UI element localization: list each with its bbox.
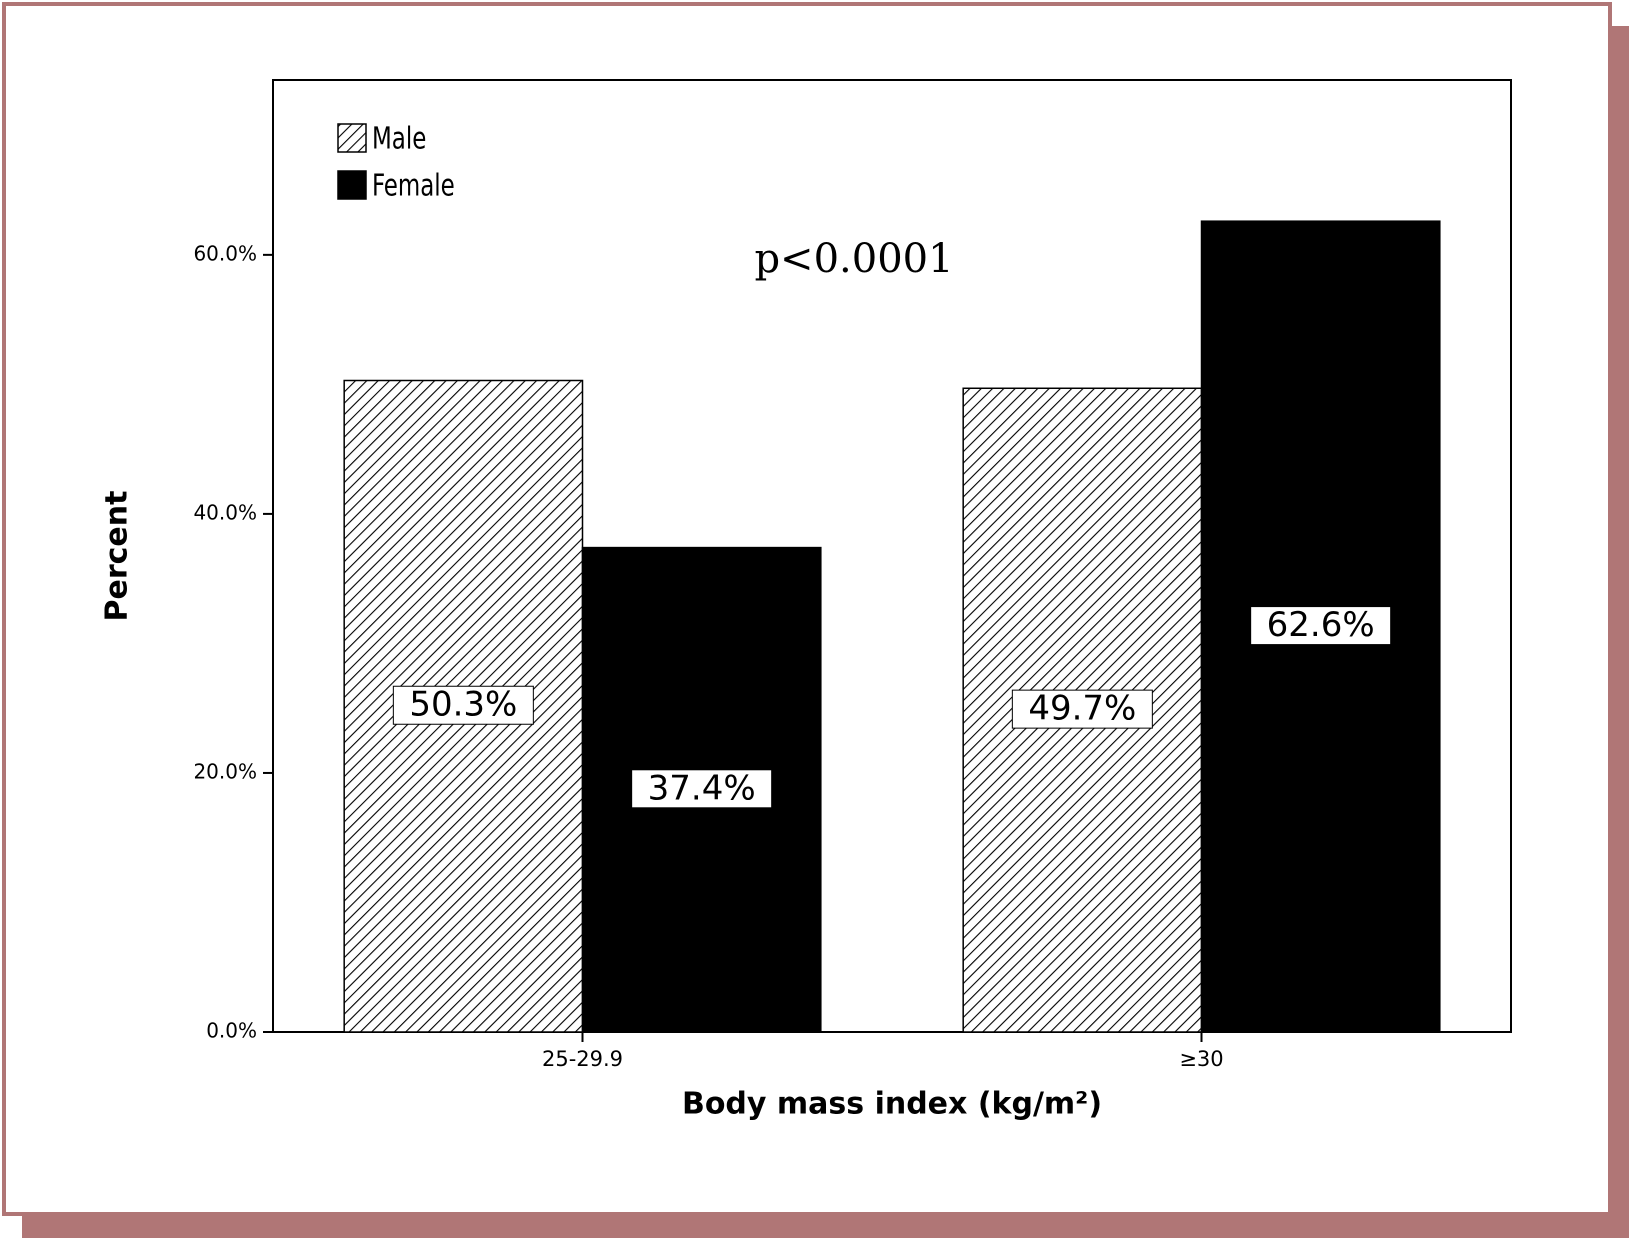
y-tick-label: 40.0% [193,500,257,524]
value-label: 49.7% [1028,689,1136,729]
x-tick-label: ≥30 [1179,1047,1223,1071]
x-tick-label: 25-29.9 [542,1047,623,1071]
value-label-box [631,769,773,809]
legend-label: Male [372,121,426,157]
y-axis-label: Percent [100,491,135,622]
legend-swatch [337,123,367,153]
y-tick-label: 20.0% [193,759,257,783]
annotation: p<0.0001 [754,236,953,282]
legend-swatch [337,170,367,200]
value-label-box [1250,606,1392,646]
value-label-box [392,685,534,725]
y-tick-label: 0.0% [206,1019,257,1043]
value-label-box [1011,689,1153,729]
value-label: 62.6% [1267,605,1375,645]
x-axis-label: Body mass index (kg/m²) [682,1087,1102,1122]
value-label: 37.4% [648,768,756,808]
value-label: 50.3% [409,685,517,725]
legend-label: Female [372,168,455,204]
y-tick-label: 60.0% [193,241,257,265]
